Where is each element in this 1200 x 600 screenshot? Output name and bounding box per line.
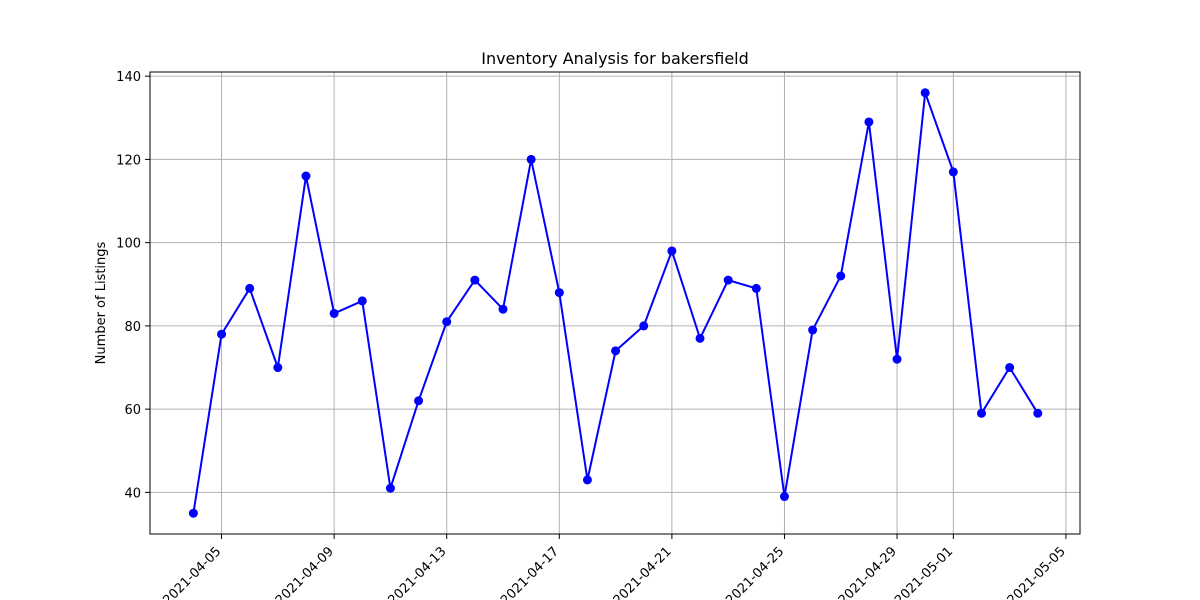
x-axis: 2021-04-05 2021-04-09 2021-04-13 2021-04-17… [160, 534, 1069, 600]
y-tick-label: 60 [124, 403, 141, 418]
chart-title: Inventory Analysis for bakersfield [481, 49, 749, 68]
data-point [301, 171, 311, 181]
data-point [695, 333, 705, 343]
data-point [414, 396, 424, 406]
plot-frame [149, 71, 1081, 535]
data-point [582, 475, 592, 485]
x-tick-label: 2021-04-25 [723, 544, 787, 600]
x-tick-label: 2021-04-17 [498, 544, 562, 600]
data-point [920, 88, 930, 98]
data-point [667, 246, 677, 256]
data-point [1005, 363, 1015, 373]
x-tick-label: 2021-04-29 [836, 544, 900, 600]
data-point [948, 167, 958, 177]
series-layer [188, 88, 1043, 518]
data-point [864, 117, 874, 127]
data-point [554, 288, 564, 298]
data-point [779, 492, 789, 502]
data-point [273, 363, 283, 373]
data-point [751, 283, 761, 293]
data-point [442, 317, 452, 327]
y-axis-label: Number of Listings [94, 241, 109, 364]
data-point [329, 308, 339, 318]
data-point [245, 283, 255, 293]
data-point [498, 304, 508, 314]
x-tick-label: 2021-05-05 [1005, 544, 1069, 600]
x-tick-label: 2021-05-01 [892, 544, 956, 600]
data-point [1033, 408, 1043, 418]
data-point [470, 275, 480, 285]
series-line [192, 91, 1039, 514]
y-tick-label: 80 [124, 320, 141, 335]
x-tick-label: 2021-04-09 [273, 544, 337, 600]
data-point [808, 325, 818, 335]
x-tick-label: 2021-04-13 [385, 544, 449, 600]
data-point [976, 408, 986, 418]
y-tick-label: 120 [116, 153, 141, 168]
data-point [526, 154, 536, 164]
data-point [217, 329, 227, 339]
x-tick-label: 2021-04-05 [160, 544, 224, 600]
y-axis: 40 60 80 100 120 140 [116, 70, 150, 501]
data-point [836, 271, 846, 281]
data-point [611, 346, 621, 356]
data-point [723, 275, 733, 285]
data-point [357, 296, 367, 306]
grid [150, 72, 1080, 534]
data-point [188, 508, 198, 518]
x-tick-label: 2021-04-21 [611, 544, 675, 600]
y-tick-label: 100 [116, 237, 141, 252]
data-point [639, 321, 649, 331]
y-tick-label: 40 [124, 486, 141, 501]
data-point [892, 354, 902, 364]
data-point [385, 483, 395, 493]
y-tick-label: 140 [116, 70, 141, 85]
